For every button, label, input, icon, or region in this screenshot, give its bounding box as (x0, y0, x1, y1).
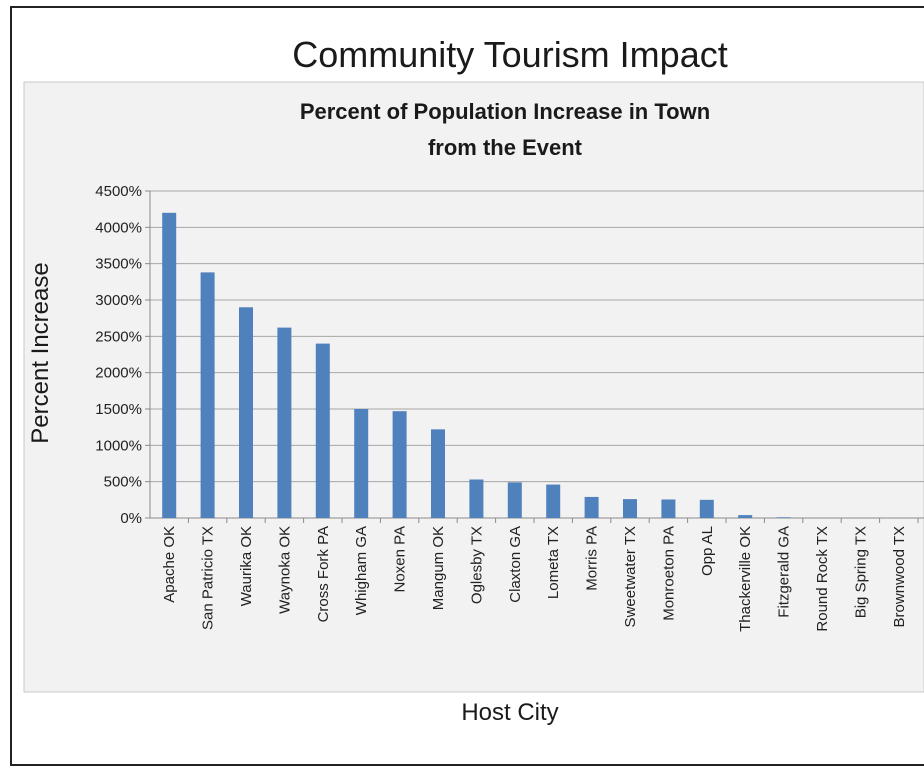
bar-chart: Percent of Population Increase in Town f… (23, 81, 924, 726)
x-tick-label: Waurika OK (238, 526, 255, 606)
bar (200, 272, 215, 518)
x-tick-label: Apache OK (161, 526, 178, 603)
x-tick-label: Fitzgerald GA (776, 526, 793, 618)
bar (239, 307, 253, 518)
y-tick-label: 3500% (95, 256, 142, 273)
bar (699, 499, 714, 518)
x-tick-label: Big Spring TX (852, 526, 869, 618)
chart-subtitle-line-2: from the Event (428, 135, 583, 160)
bar (431, 429, 445, 518)
y-tick-label: 2500% (95, 328, 142, 345)
bar (354, 409, 369, 518)
bar (315, 343, 330, 518)
bar (738, 515, 753, 518)
x-tick-label: Oglesby TX (468, 526, 485, 604)
x-tick-label: Morris PA (584, 526, 601, 591)
x-tick-label: Whigham GA (353, 526, 370, 615)
x-tick-label: Claxton GA (507, 526, 524, 603)
x-tick-label: Mangum OK (430, 526, 447, 610)
y-tick-labels: 0% 500% 1000% 1500% 2000% 2500% 3000% 3500% 4000… (95, 183, 142, 527)
bar (661, 499, 676, 518)
x-axis-title: Host City (461, 699, 558, 726)
y-tick-label: 0% (120, 510, 142, 527)
bar (162, 212, 177, 519)
x-tick-label: Cross Fork PA (315, 526, 332, 622)
bar (584, 496, 599, 518)
bar (546, 484, 561, 518)
bar (277, 327, 292, 518)
y-tick-label: 1500% (95, 401, 142, 418)
bar (507, 482, 522, 518)
x-tick-label: Lometa TX (545, 526, 562, 599)
bar (776, 517, 791, 518)
x-tick-label: Sweetwater TX (622, 526, 639, 627)
bar (392, 411, 407, 518)
chart-subtitle-line-1: Percent of Population Increase in Town (300, 99, 710, 124)
x-tick-label: San Patricio TX (200, 526, 217, 630)
x-tick-label: Waynoka OK (276, 526, 293, 614)
y-tick-label: 2000% (95, 365, 142, 382)
page-title: Community Tourism Impact (292, 34, 728, 75)
x-tick-label: Thackerville OK (737, 526, 754, 632)
x-tick-label: Noxen PA (392, 526, 409, 592)
y-tick-label: 500% (104, 474, 142, 491)
x-tick-label: Opp AL (699, 526, 716, 576)
x-tick-label: Brownwood TX (891, 526, 908, 627)
x-tick-labels: Apache OK San Patricio TX Waurika OK Waynok… (161, 526, 908, 632)
bars (162, 212, 791, 519)
y-axis-title: Percent Increase (27, 262, 54, 443)
y-tick-label: 4500% (95, 183, 142, 200)
x-tick-label: Round Rock TX (814, 526, 831, 632)
x-tick-label: Monroeton PA (660, 526, 677, 621)
bar (469, 479, 484, 518)
y-tick-label: 4000% (95, 219, 142, 236)
y-tick-label: 1000% (95, 437, 142, 454)
y-tick-label: 3000% (95, 292, 142, 309)
bar (623, 499, 637, 518)
